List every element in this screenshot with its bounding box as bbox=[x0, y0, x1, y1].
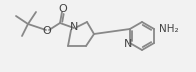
Text: N: N bbox=[70, 22, 78, 32]
Text: O: O bbox=[59, 4, 67, 14]
Text: NH₂: NH₂ bbox=[159, 24, 179, 34]
Text: O: O bbox=[43, 26, 51, 36]
Text: N: N bbox=[124, 39, 132, 49]
